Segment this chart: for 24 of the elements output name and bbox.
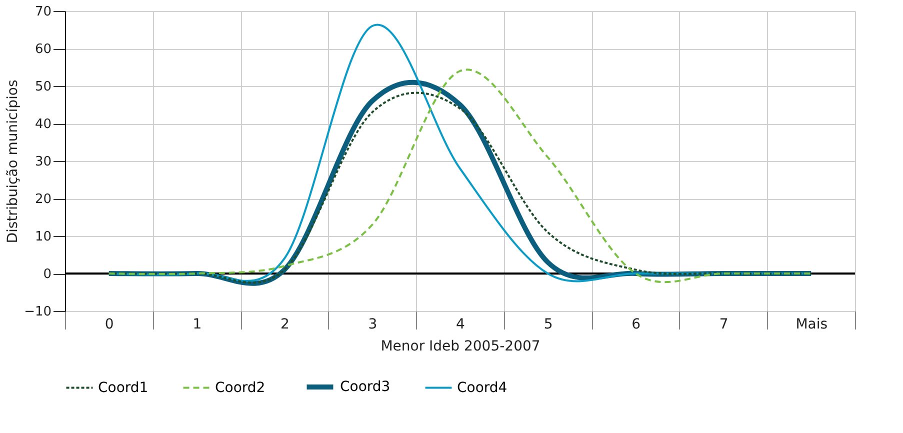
y-axis-title: Distribuição municípios — [5, 80, 22, 244]
x-tick-label: 0 — [104, 316, 114, 332]
y-tick-label: 50 — [34, 80, 52, 94]
legend-label: Coord4 — [457, 380, 508, 396]
x-tick-label: 4 — [456, 316, 466, 332]
y-tick-label: 0 — [43, 267, 52, 282]
y-tick-label: −10 — [24, 304, 52, 320]
x-tick-label: 6 — [632, 316, 641, 332]
y-tick-label: 70 — [34, 4, 52, 20]
y-tick-label: 30 — [34, 154, 52, 170]
legend-label: Coord1 — [98, 380, 148, 396]
legend-label: Coord3 — [340, 379, 390, 395]
legend-label: Coord2 — [215, 380, 266, 396]
y-tick-label: 10 — [34, 230, 52, 244]
x-tick-label: Mais — [796, 316, 828, 332]
x-tick-label: 1 — [192, 316, 202, 332]
y-tick-label: 40 — [34, 117, 52, 132]
y-tick-label: 20 — [34, 192, 52, 207]
y-tick-label: 60 — [34, 42, 52, 57]
x-tick-label: 3 — [368, 316, 378, 332]
x-tick-label: 7 — [719, 316, 728, 332]
x-axis-title: Menor Ideb 2005-2007 — [380, 338, 540, 354]
x-tick-label: 2 — [280, 316, 290, 332]
x-tick-label: 5 — [544, 316, 553, 332]
